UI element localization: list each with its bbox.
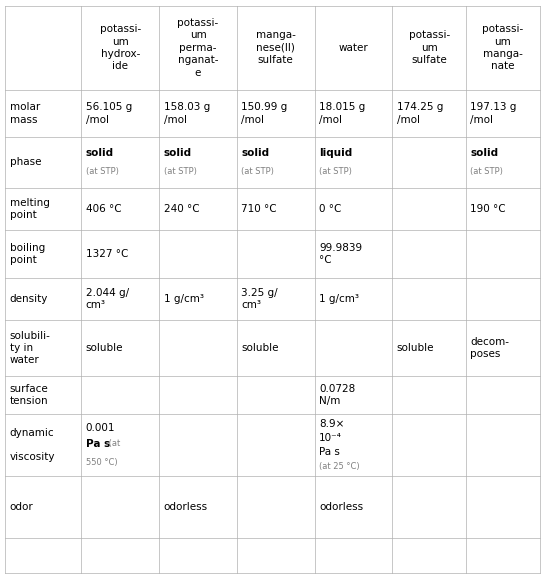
Text: 710 °C: 710 °C	[241, 204, 277, 214]
Text: solid: solid	[164, 148, 192, 158]
Text: 0.0728
N/m: 0.0728 N/m	[319, 384, 355, 406]
Text: 240 °C: 240 °C	[164, 204, 199, 214]
Text: 1327 °C: 1327 °C	[86, 249, 128, 259]
Text: phase: phase	[10, 157, 41, 167]
Text: potassi-
um
hydrox-
ide: potassi- um hydrox- ide	[100, 24, 141, 71]
Text: liquid: liquid	[319, 148, 352, 158]
Text: dynamic

viscosity: dynamic viscosity	[10, 427, 55, 463]
Text: Pa s: Pa s	[86, 439, 110, 449]
Text: 3.25 g/
cm³: 3.25 g/ cm³	[241, 288, 278, 310]
Text: odorless: odorless	[164, 502, 208, 512]
Text: 150.99 g
/mol: 150.99 g /mol	[241, 102, 288, 124]
Text: potassi-
um
perma-
nganat-
e: potassi- um perma- nganat- e	[178, 18, 219, 78]
Text: potassi-
um
sulfate: potassi- um sulfate	[409, 30, 450, 65]
Text: 2.044 g/
cm³: 2.044 g/ cm³	[86, 288, 129, 310]
Text: Pa s: Pa s	[319, 448, 340, 457]
Text: solid: solid	[470, 148, 499, 158]
Text: 1 g/cm³: 1 g/cm³	[319, 294, 359, 304]
Text: (at STP): (at STP)	[470, 167, 503, 176]
Text: melting
point: melting point	[10, 198, 50, 221]
Text: 197.13 g
/mol: 197.13 g /mol	[470, 102, 517, 124]
Text: odor: odor	[10, 502, 34, 512]
Text: 56.105 g
/mol: 56.105 g /mol	[86, 102, 132, 124]
Text: solubili-
ty in
water: solubili- ty in water	[10, 331, 51, 365]
Text: (at STP): (at STP)	[319, 167, 352, 176]
Text: boiling
point: boiling point	[10, 243, 45, 265]
Text: (at STP): (at STP)	[164, 167, 196, 176]
Text: manga-
nese(II)
sulfate: manga- nese(II) sulfate	[256, 30, 296, 65]
Text: (at STP): (at STP)	[241, 167, 274, 176]
Text: 190 °C: 190 °C	[470, 204, 506, 214]
Text: (at 25 °C): (at 25 °C)	[319, 462, 360, 471]
Text: soluble: soluble	[86, 343, 123, 353]
Text: soluble: soluble	[397, 343, 434, 353]
Text: (at STP): (at STP)	[86, 167, 119, 176]
Text: 174.25 g
/mol: 174.25 g /mol	[397, 102, 443, 124]
Text: 18.015 g
/mol: 18.015 g /mol	[319, 102, 365, 124]
Text: density: density	[10, 294, 48, 304]
Text: 0 °C: 0 °C	[319, 204, 341, 214]
Text: (at: (at	[106, 439, 121, 448]
Text: potassi-
um
manga-
nate: potassi- um manga- nate	[482, 24, 523, 71]
Text: 550 °C): 550 °C)	[86, 457, 117, 467]
Text: surface
tension: surface tension	[10, 384, 49, 406]
Text: soluble: soluble	[241, 343, 278, 353]
Text: solid: solid	[241, 148, 269, 158]
Text: 158.03 g
/mol: 158.03 g /mol	[164, 102, 210, 124]
Text: 0.001: 0.001	[86, 423, 116, 433]
Text: 406 °C: 406 °C	[86, 204, 122, 214]
Text: decom-
poses: decom- poses	[470, 337, 510, 359]
Text: solid: solid	[86, 148, 114, 158]
Text: 10⁻⁴: 10⁻⁴	[319, 433, 342, 442]
Text: 8.9×: 8.9×	[319, 419, 344, 428]
Text: water: water	[338, 43, 368, 53]
Text: molar
mass: molar mass	[10, 102, 40, 124]
Text: 99.9839
°C: 99.9839 °C	[319, 243, 362, 265]
Text: odorless: odorless	[319, 502, 363, 512]
Text: 1 g/cm³: 1 g/cm³	[164, 294, 203, 304]
